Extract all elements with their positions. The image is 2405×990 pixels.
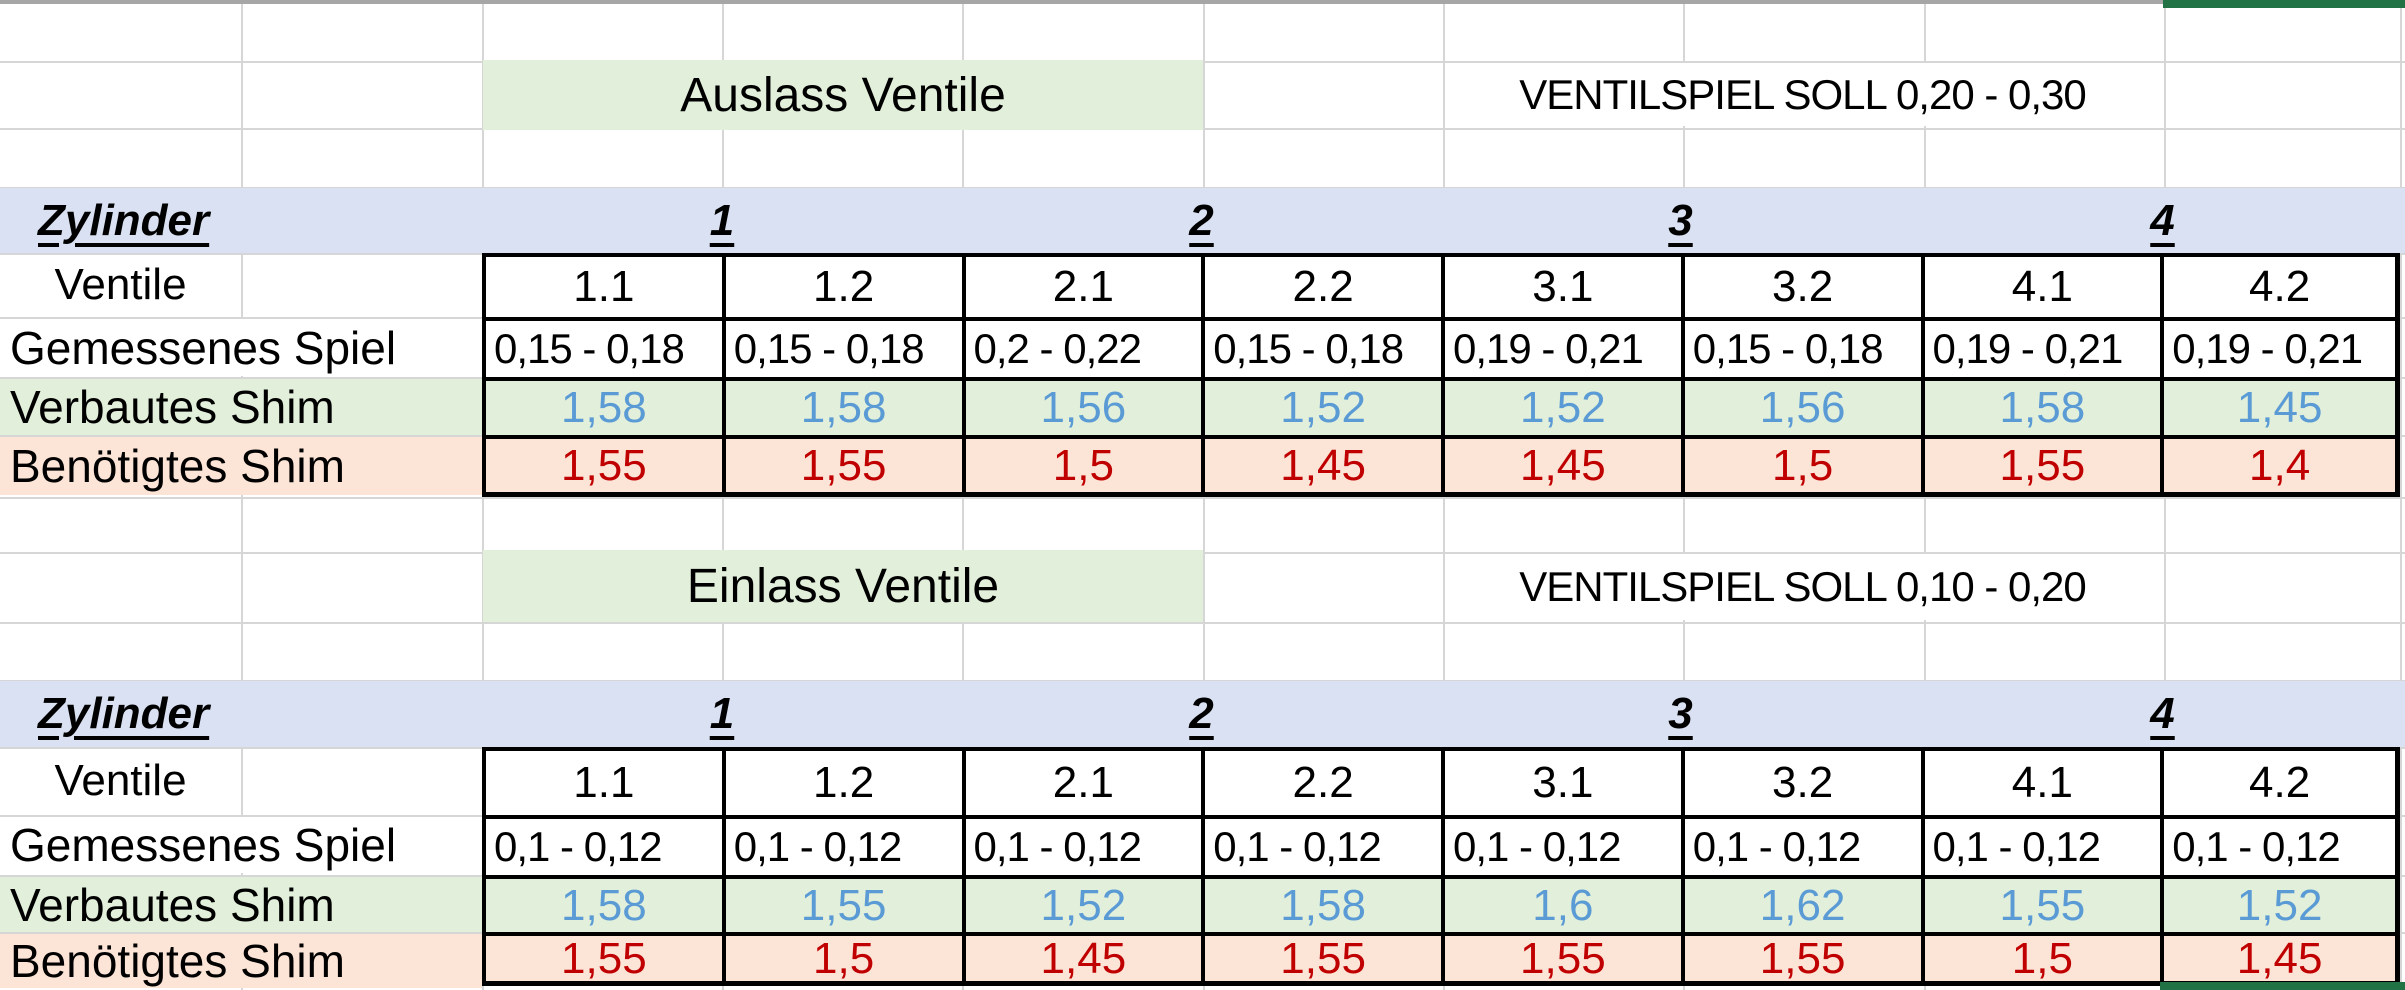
- installed-shim-cell[interactable]: 1,56: [1680, 377, 1921, 435]
- required-shim-cell[interactable]: 1,5: [721, 932, 962, 986]
- zylinder-3[interactable]: 3: [1668, 195, 1693, 245]
- installed-shim-cell[interactable]: 1,6: [1441, 875, 1681, 932]
- installed-shim-cell[interactable]: 1,55: [1920, 875, 2161, 932]
- measured-clearance-cell[interactable]: 0,15 - 0,18: [1201, 317, 1441, 377]
- section-2-zylinder-row[interactable]: Zylinder 1 2 3 4: [0, 681, 2405, 747]
- zylinder-4[interactable]: 4: [2150, 195, 2175, 245]
- gridline: [0, 622, 2405, 624]
- gridline: [0, 497, 2405, 499]
- installed-shim-cell[interactable]: 1,58: [1201, 875, 1441, 932]
- measured-clearance-cell[interactable]: 0,19 - 0,21: [1441, 317, 1681, 377]
- section-2-gemessenes-label[interactable]: Gemessenes Spiel: [0, 817, 480, 873]
- valve-id-cell[interactable]: 4.2: [2160, 253, 2400, 317]
- measured-clearance-cell[interactable]: 0,1 - 0,12: [961, 815, 1202, 875]
- valve-id-cell[interactable]: 2.1: [961, 253, 1202, 317]
- valve-id-cell[interactable]: 4.2: [2160, 747, 2400, 815]
- gridline: [2400, 0, 2402, 990]
- top-border-gray: [0, 0, 2163, 4]
- zylinder-2[interactable]: 2: [1189, 689, 1214, 738]
- zylinder-2[interactable]: 2: [1189, 195, 1214, 245]
- installed-shim-cell[interactable]: 1,45: [2160, 377, 2400, 435]
- required-shim-cell[interactable]: 1,55: [1441, 932, 1681, 986]
- section-1-gemessenes-label[interactable]: Gemessenes Spiel: [0, 319, 480, 376]
- section-2-ventile-label[interactable]: Ventile: [54, 756, 187, 805]
- measured-clearance-cell[interactable]: 0,1 - 0,12: [482, 815, 722, 875]
- installed-shim-cell[interactable]: 1,58: [482, 377, 722, 435]
- installed-shim-cell[interactable]: 1,58: [721, 377, 962, 435]
- zylinder-label[interactable]: Zylinder: [38, 195, 210, 245]
- zylinder-4[interactable]: 4: [2150, 689, 2175, 738]
- gridline: [241, 0, 243, 990]
- valve-id-cell[interactable]: 1.1: [482, 747, 722, 815]
- installed-shim-cell[interactable]: 1,55: [721, 875, 962, 932]
- valve-id-cell[interactable]: 4.1: [1920, 747, 2161, 815]
- valve-id-cell[interactable]: 2.2: [1201, 747, 1441, 815]
- measured-clearance-cell[interactable]: 0,19 - 0,21: [2160, 317, 2400, 377]
- installed-shim-cell[interactable]: 1,58: [1920, 377, 2161, 435]
- zylinder-1[interactable]: 1: [709, 195, 735, 245]
- installed-shim-cell[interactable]: 1,58: [482, 875, 722, 932]
- measured-clearance-cell[interactable]: 0,1 - 0,12: [1680, 815, 1921, 875]
- required-shim-cell[interactable]: 1,45: [2160, 932, 2400, 986]
- section-1-title[interactable]: Auslass Ventile: [483, 60, 1203, 130]
- required-shim-cell[interactable]: 1,55: [482, 932, 722, 986]
- section-2-benoetigtes-label[interactable]: Benötigtes Shim: [0, 934, 482, 988]
- required-shim-cell[interactable]: 1,55: [1201, 932, 1441, 986]
- required-shim-cell[interactable]: 1,45: [961, 932, 1202, 986]
- installed-shim-cell[interactable]: 1,52: [2160, 875, 2400, 932]
- section-2-title[interactable]: Einlass Ventile: [483, 550, 1203, 622]
- measured-clearance-cell[interactable]: 0,15 - 0,18: [1680, 317, 1921, 377]
- section-2-verbautes-label[interactable]: Verbautes Shim: [0, 877, 482, 932]
- valve-id-cell[interactable]: 2.1: [961, 747, 1202, 815]
- installed-shim-cell[interactable]: 1,52: [1441, 377, 1681, 435]
- valve-id-cell[interactable]: 2.2: [1201, 253, 1441, 317]
- section-2-data-table: 1.1 1.2 2.1 2.2 3.1 3.2 4.1 4.2 0,1 - 0,…: [482, 747, 2400, 986]
- measured-clearance-cell[interactable]: 0,1 - 0,12: [1441, 815, 1681, 875]
- required-shim-cell[interactable]: 1,55: [721, 435, 962, 497]
- required-shim-cell[interactable]: 1,55: [1920, 435, 2161, 497]
- section-1-zylinder-row[interactable]: Zylinder 1 2 3 4: [0, 188, 2405, 253]
- zylinder-label[interactable]: Zylinder: [38, 689, 210, 738]
- required-shim-cell[interactable]: 1,55: [1680, 932, 1921, 986]
- required-shim-cell[interactable]: 1,5: [1680, 435, 1921, 497]
- installed-shim-cell[interactable]: 1,52: [1201, 377, 1441, 435]
- measured-clearance-cell[interactable]: 0,1 - 0,12: [1201, 815, 1441, 875]
- selection-border-top: [2163, 0, 2405, 8]
- measured-clearance-cell[interactable]: 0,15 - 0,18: [721, 317, 962, 377]
- installed-shim-cell[interactable]: 1,56: [961, 377, 1202, 435]
- valve-id-cell[interactable]: 4.1: [1920, 253, 2161, 317]
- section-1-data-table: 1.1 1.2 2.1 2.2 3.1 3.2 4.1 4.2 0,15 - 0…: [482, 253, 2400, 497]
- valve-id-cell[interactable]: 3.2: [1680, 747, 1921, 815]
- section-1-ventile-label[interactable]: Ventile: [54, 260, 187, 309]
- measured-clearance-cell[interactable]: 0,15 - 0,18: [482, 317, 722, 377]
- installed-shim-cell[interactable]: 1,62: [1680, 875, 1921, 932]
- valve-id-cell[interactable]: 3.1: [1441, 253, 1681, 317]
- valve-id-cell[interactable]: 1.1: [482, 253, 722, 317]
- required-shim-cell[interactable]: 1,45: [1201, 435, 1441, 497]
- section-2-target-clearance[interactable]: VENTILSPIEL SOLL 0,10 - 0,20: [1445, 554, 2160, 620]
- measured-clearance-cell[interactable]: 0,19 - 0,21: [1920, 317, 2161, 377]
- valve-id-cell[interactable]: 1.2: [721, 253, 962, 317]
- installed-shim-cell[interactable]: 1,52: [961, 875, 1202, 932]
- section-1-verbautes-label[interactable]: Verbautes Shim: [0, 379, 482, 435]
- measured-clearance-cell[interactable]: 0,1 - 0,12: [721, 815, 962, 875]
- valve-id-cell[interactable]: 3.2: [1680, 253, 1921, 317]
- section-1-target-clearance[interactable]: VENTILSPIEL SOLL 0,20 - 0,30: [1445, 63, 2160, 126]
- required-shim-cell[interactable]: 1,5: [1920, 932, 2161, 986]
- required-shim-cell[interactable]: 1,4: [2160, 435, 2400, 497]
- valve-id-cell[interactable]: 1.2: [721, 747, 962, 815]
- measured-clearance-cell[interactable]: 0,1 - 0,12: [1920, 815, 2161, 875]
- required-shim-cell[interactable]: 1,5: [961, 435, 1202, 497]
- valve-id-cell[interactable]: 3.1: [1441, 747, 1681, 815]
- zylinder-1[interactable]: 1: [709, 689, 735, 738]
- selection-border-bottom: [2160, 982, 2405, 990]
- required-shim-cell[interactable]: 1,55: [482, 435, 722, 497]
- section-1-benoetigtes-label[interactable]: Benötigtes Shim: [0, 437, 482, 495]
- required-shim-cell[interactable]: 1,45: [1441, 435, 1681, 497]
- zylinder-3[interactable]: 3: [1668, 689, 1693, 738]
- measured-clearance-cell[interactable]: 0,1 - 0,12: [2160, 815, 2400, 875]
- measured-clearance-cell[interactable]: 0,2 - 0,22: [961, 317, 1202, 377]
